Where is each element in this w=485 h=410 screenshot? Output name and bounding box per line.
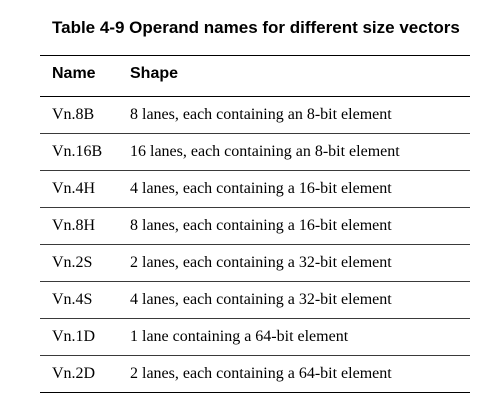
table-row: Vn.4S 4 lanes, each containing a 32-bit …	[40, 282, 470, 319]
shape-cell: 1 lane containing a 64-bit element	[130, 328, 349, 345]
operand-name-cell: Vn.2D	[52, 365, 96, 382]
table-row: Vn.8H 8 lanes, each containing a 16-bit …	[40, 208, 470, 245]
operand-name-cell: Vn.4H	[52, 180, 96, 197]
operand-name-cell: Vn.2S	[52, 254, 93, 271]
header-shape: Shape	[130, 65, 179, 82]
operand-name-cell: Vn.4S	[52, 291, 93, 308]
operand-name-cell: Vn.8B	[52, 106, 95, 123]
shape-cell: 4 lanes, each containing a 16-bit elemen…	[130, 180, 392, 197]
table-header-rule	[40, 96, 470, 97]
shape-cell: 8 lanes, each containing a 16-bit elemen…	[130, 217, 392, 234]
operand-name-cell: Vn.16B	[52, 143, 103, 160]
shape-cell: 2 lanes, each containing a 32-bit elemen…	[130, 254, 392, 271]
operand-name-cell: Vn.1D	[52, 328, 96, 345]
table-header-row: Name Shape	[40, 55, 470, 96]
table-body: Vn.8B 8 lanes, each containing an 8-bit …	[40, 97, 470, 393]
table-caption: Table 4-9 Operand names for different si…	[52, 18, 460, 37]
table-row: Vn.8B 8 lanes, each containing an 8-bit …	[40, 97, 470, 134]
table-top-rule	[40, 55, 470, 56]
shape-cell: 8 lanes, each containing an 8-bit elemen…	[130, 106, 392, 123]
operand-name-cell: Vn.8H	[52, 217, 96, 234]
shape-cell: 4 lanes, each containing a 32-bit elemen…	[130, 291, 392, 308]
shape-cell: 2 lanes, each containing a 64-bit elemen…	[130, 365, 392, 382]
header-name: Name	[52, 65, 96, 82]
table-row: Vn.2S 2 lanes, each containing a 32-bit …	[40, 245, 470, 282]
table-row: Vn.4H 4 lanes, each containing a 16-bit …	[40, 171, 470, 208]
table-row: Vn.1D 1 lane containing a 64-bit element	[40, 319, 470, 356]
shape-cell: 16 lanes, each containing an 8-bit eleme…	[130, 143, 400, 160]
table-row: Vn.16B 16 lanes, each containing an 8-bi…	[40, 134, 470, 171]
table-row: Vn.2D 2 lanes, each containing a 64-bit …	[40, 356, 470, 393]
